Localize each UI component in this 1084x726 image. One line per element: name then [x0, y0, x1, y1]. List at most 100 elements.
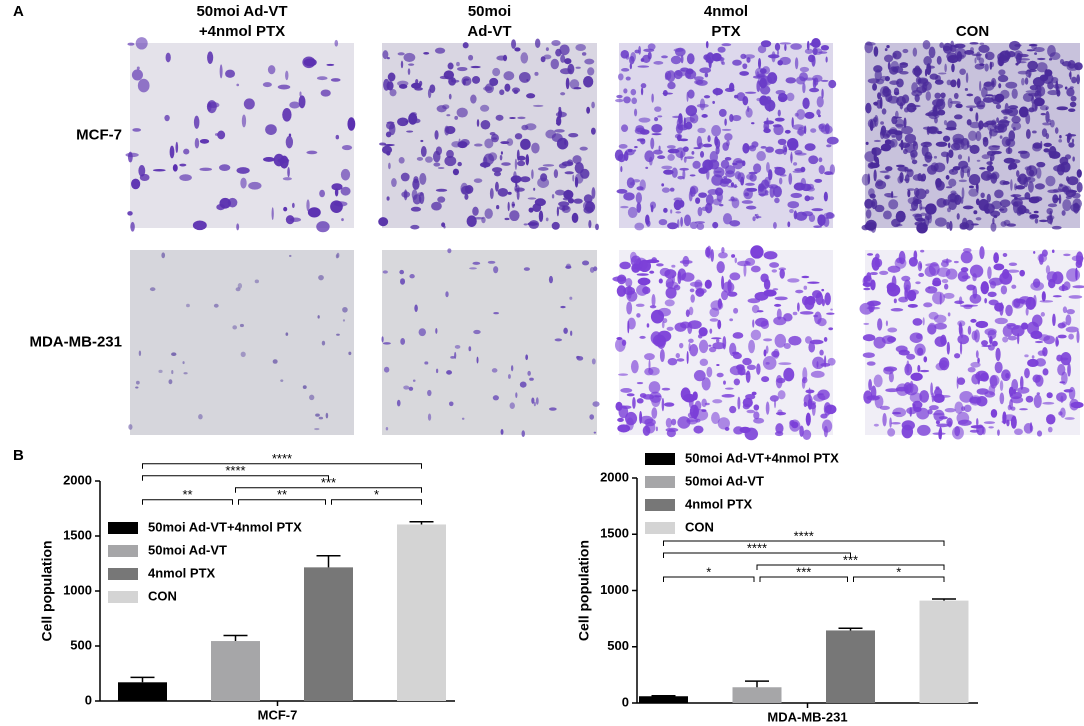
- cell: [895, 118, 905, 129]
- cell: [999, 392, 1005, 405]
- micrograph: [378, 38, 599, 231]
- cell: [697, 206, 703, 217]
- panel-label: B: [13, 447, 24, 464]
- cell: [951, 63, 955, 73]
- cell: [953, 139, 965, 151]
- significance-label: ***: [843, 552, 858, 567]
- cell: [989, 375, 998, 389]
- cell: [970, 47, 974, 52]
- cell: [262, 82, 272, 88]
- cell: [969, 42, 979, 45]
- cell: [753, 163, 762, 173]
- cell: [899, 172, 904, 183]
- cell: [656, 263, 664, 267]
- cell: [1047, 203, 1058, 208]
- cell: [566, 189, 571, 198]
- cell: [316, 76, 328, 81]
- cell: [569, 296, 573, 300]
- cell: [289, 101, 300, 109]
- cell: [726, 140, 730, 147]
- cell: [254, 279, 259, 284]
- cell: [959, 304, 974, 308]
- cell: [631, 97, 638, 105]
- cell: [922, 141, 932, 145]
- cell: [864, 198, 874, 209]
- cell: [745, 393, 756, 400]
- cell: [975, 217, 982, 221]
- cell: [560, 305, 566, 309]
- cell: [1061, 186, 1070, 193]
- cell: [997, 56, 1005, 67]
- cell: [920, 212, 927, 216]
- cell: [634, 49, 640, 54]
- cell: [760, 40, 772, 48]
- cell: [616, 337, 623, 341]
- cell: [588, 220, 592, 229]
- cell: [976, 51, 981, 61]
- cell: [1066, 63, 1079, 71]
- cell: [736, 364, 745, 371]
- cell: [1034, 218, 1039, 224]
- cell: [887, 265, 901, 273]
- cell: [1040, 140, 1043, 149]
- cell: [871, 257, 881, 271]
- cell: [961, 187, 965, 200]
- cell: [692, 160, 701, 169]
- cell: [591, 127, 596, 135]
- cell: [979, 80, 982, 92]
- cell: [409, 274, 415, 279]
- cell: [1058, 411, 1063, 416]
- cell: [999, 135, 1003, 139]
- cell: [732, 352, 742, 359]
- cell: [823, 336, 828, 342]
- cell: [690, 294, 695, 303]
- cell: [683, 214, 692, 227]
- cell: [1003, 116, 1008, 120]
- cell: [1027, 60, 1039, 71]
- cell: [492, 395, 499, 401]
- cell: [427, 389, 432, 397]
- cell: [1007, 145, 1011, 154]
- cell: [799, 425, 804, 437]
- cell: [948, 178, 957, 187]
- cell: [988, 426, 994, 429]
- cell: [903, 382, 912, 394]
- cell: [729, 82, 735, 92]
- cell: [706, 169, 710, 180]
- cell: [1047, 426, 1053, 433]
- cell: [172, 164, 178, 172]
- cell: [456, 107, 468, 118]
- cell: [1040, 112, 1046, 116]
- cell: [518, 71, 531, 83]
- cell: [491, 368, 498, 373]
- cell: [1010, 194, 1022, 198]
- cell: [716, 364, 720, 367]
- cell: [971, 373, 980, 385]
- cell: [593, 431, 597, 434]
- cell: [243, 98, 255, 110]
- cell: [445, 291, 449, 298]
- cell: [1071, 192, 1081, 199]
- cell: [790, 153, 793, 162]
- cell: [446, 114, 451, 117]
- cell: [743, 263, 747, 277]
- cell: [271, 207, 274, 220]
- cell: [712, 198, 722, 206]
- cell: [410, 224, 420, 230]
- cell: [136, 66, 140, 70]
- cell: [621, 339, 627, 346]
- cell: [553, 169, 559, 179]
- cell: [1014, 183, 1017, 191]
- cell: [1018, 296, 1032, 305]
- cell: [913, 250, 918, 261]
- cell: [1011, 325, 1025, 337]
- cell: [314, 427, 320, 431]
- cell: [865, 141, 869, 146]
- cell: [743, 54, 755, 59]
- cell: [796, 108, 806, 120]
- cell: [583, 194, 593, 204]
- cell: [928, 286, 931, 290]
- cell: [684, 156, 695, 159]
- cell: [1060, 351, 1072, 366]
